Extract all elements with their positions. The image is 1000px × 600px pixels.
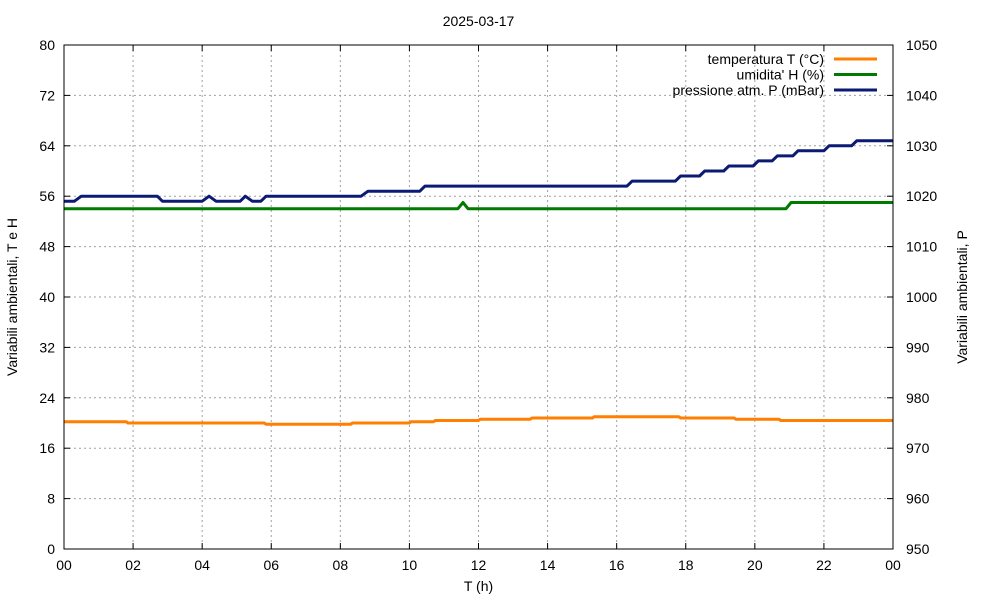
x-tick-label: 12 [471,557,487,573]
legend-pressure-label: pressione atm. P (mBar) [673,82,824,98]
y-axis-left-label: Variabili ambientali, T e H [4,218,20,376]
y-right-tick-label: 980 [906,390,930,406]
y-right-tick-label: 1040 [906,87,937,103]
y-right-tick-label: 950 [906,541,930,557]
y-left-tick-label: 72 [39,87,55,103]
x-tick-label: 20 [747,557,763,573]
y-left-tick-label: 40 [39,289,55,305]
legend-temperature-label: temperatura T (°C) [708,51,824,67]
x-axis-label: T (h) [464,578,493,594]
legend: temperatura T (°C) umidita' H (%) pressi… [673,51,877,98]
chart-title: 2025-03-17 [443,13,515,29]
y-left-tick-label: 24 [39,390,55,406]
y-left-tick-label: 80 [39,37,55,53]
humidity-line [64,201,893,211]
x-tick-label: 02 [125,557,141,573]
y-left-tick-label: 64 [39,138,55,154]
y-left-tick-label: 16 [39,440,55,456]
x-tick-label: 00 [56,557,72,573]
x-tick-label: 04 [194,557,210,573]
y-right-tick-label: 1050 [906,37,937,53]
x-tick-label: 08 [333,557,349,573]
y-right-tick-label: 1000 [906,289,937,305]
temperature-line [64,415,893,426]
x-tick-label: 00 [885,557,901,573]
y-right-tick-label: 1020 [906,188,937,204]
x-tick-label: 16 [609,557,625,573]
y-right-tick-label: 960 [906,491,930,507]
y-left-tick-label: 56 [39,188,55,204]
y-right-tick-label: 990 [906,339,930,355]
y-right-tick-label: 1010 [906,239,937,255]
series-lines [64,139,893,426]
y-left-tick-label: 32 [39,339,55,355]
y-left-tick-label: 0 [47,541,55,557]
y-axis-right-label: Variabili ambientali, P [954,230,970,364]
axis-ticks: 00 02 04 06 08 10 12 14 16 18 20 22 0008162432404856… [39,37,937,573]
y-left-tick-label: 48 [39,239,55,255]
y-left-tick-label: 8 [47,491,55,507]
pressure-line [64,139,893,203]
y-right-tick-label: 1030 [906,138,937,154]
x-tick-label: 06 [263,557,279,573]
legend-humidity-label: umidita' H (%) [737,67,824,83]
grid [64,45,893,549]
x-tick-label: 14 [540,557,556,573]
x-tick-label: 18 [678,557,694,573]
y-right-tick-label: 970 [906,440,930,456]
x-tick-label: 22 [816,557,832,573]
x-tick-label: 10 [402,557,418,573]
